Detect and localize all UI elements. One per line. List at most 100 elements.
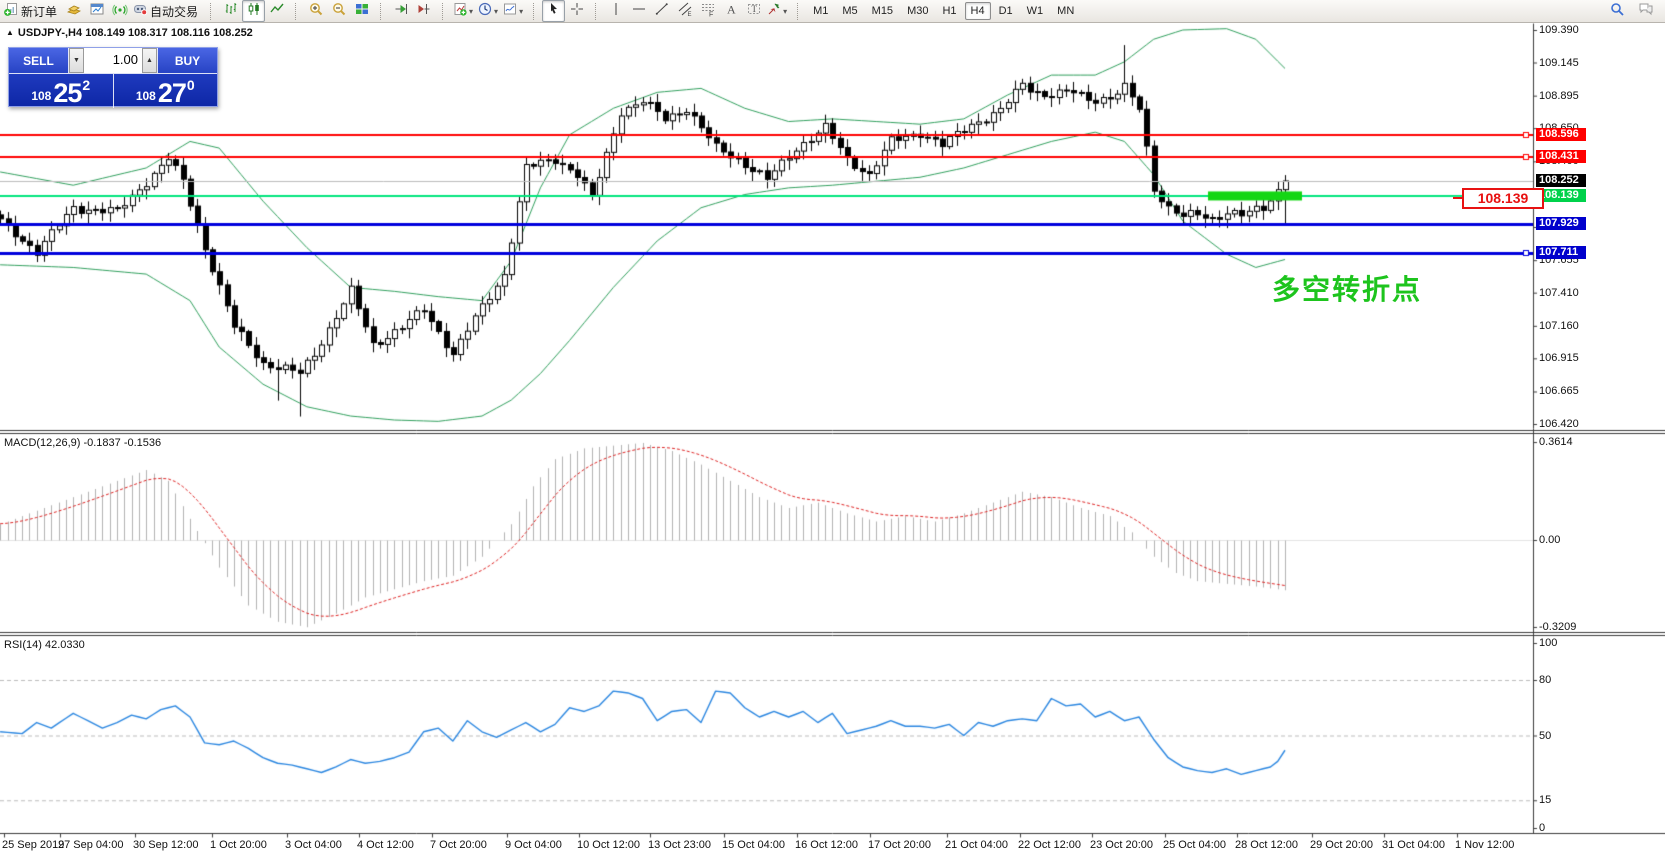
pivot-point-text-annotation[interactable]: 多空转折点 xyxy=(1272,274,1423,305)
time-axis-label: 16 Oct 12:00 xyxy=(795,839,858,851)
svg-text:E: E xyxy=(687,12,691,17)
chevron-down-icon[interactable]: ▾ xyxy=(519,6,524,16)
chevron-down-icon[interactable]: ▾ xyxy=(469,6,474,16)
zoom-in-button[interactable] xyxy=(304,0,327,22)
timeframe-m1-button[interactable]: M1 xyxy=(813,5,829,17)
one-click-trading-panel: SELL ▼ 1.00 ▲ BUY 108 25 2 108 27 0 xyxy=(8,47,218,108)
periods-button[interactable]: ▾ xyxy=(476,0,501,22)
timeframe-m30-button[interactable]: M30 xyxy=(907,5,929,17)
price-axis-tick: 109.390 xyxy=(1539,24,1579,36)
time-axis-label: 28 Oct 12:00 xyxy=(1235,839,1298,851)
line-chart-button[interactable] xyxy=(265,0,288,22)
chevron-down-icon[interactable]: ▾ xyxy=(494,6,499,16)
buy-button[interactable]: BUY xyxy=(157,48,217,73)
price-level-annotation[interactable]: 108.139 xyxy=(1453,188,1544,209)
time-axis-label: 1 Nov 12:00 xyxy=(1455,839,1515,851)
equidistant-channel-icon: E xyxy=(677,1,693,22)
price-axis-tick: 106.665 xyxy=(1539,385,1579,398)
time-axis-label: 7 Oct 20:00 xyxy=(430,839,487,851)
crosshair-button[interactable] xyxy=(565,0,588,22)
zoom-out-button[interactable] xyxy=(327,0,350,22)
price-level-tag: 108.431 xyxy=(1536,150,1586,164)
zoom-in-icon xyxy=(308,1,324,22)
timeframe-h4-button[interactable]: H4 xyxy=(964,2,991,20)
time-axis-label: 31 Oct 04:00 xyxy=(1382,839,1445,851)
search-button[interactable] xyxy=(1605,0,1628,22)
time-axis-label: 22 Oct 12:00 xyxy=(1018,839,1081,851)
chat-button[interactable] xyxy=(1634,0,1657,22)
toolbar-separator xyxy=(595,2,599,20)
candlestick-chart-icon xyxy=(246,1,262,22)
rsi-axis-tick: 100 xyxy=(1539,637,1558,649)
new-order-button[interactable]: 新订单 xyxy=(2,0,62,22)
time-axis-label: 23 Oct 20:00 xyxy=(1090,839,1153,851)
rsi-axis-tick: 80 xyxy=(1539,674,1552,686)
price-level-tag: 108.596 xyxy=(1536,128,1586,142)
auto-scroll-icon xyxy=(393,1,409,22)
fibonacci-button[interactable]: F xyxy=(696,0,719,22)
candlestick-chart-button[interactable] xyxy=(242,0,266,22)
autotrading-icon xyxy=(132,1,148,22)
timeframe-h1-button[interactable]: H1 xyxy=(942,5,957,17)
buy-price[interactable]: 108 27 0 xyxy=(135,77,195,108)
chevron-down-icon[interactable]: ▾ xyxy=(783,6,788,16)
timeframe-d1-button[interactable]: D1 xyxy=(998,5,1013,17)
data-window-button[interactable] xyxy=(85,0,108,22)
collapse-chart-icon[interactable]: ▲ xyxy=(6,28,14,37)
text-icon: A xyxy=(723,1,739,22)
vertical-line-icon xyxy=(608,1,624,22)
horizontal-line-button[interactable] xyxy=(627,0,650,22)
sell-price[interactable]: 108 25 2 xyxy=(31,77,91,108)
volume-increase-button[interactable]: ▲ xyxy=(142,48,157,73)
time-axis-label: 21 Oct 04:00 xyxy=(945,839,1008,851)
templates-button[interactable]: ▾ xyxy=(501,0,526,22)
search-icon xyxy=(1609,1,1625,22)
tile-windows-button[interactable] xyxy=(350,0,373,22)
time-axis-label: 1 Oct 20:00 xyxy=(210,839,267,851)
timeframe-m15-button[interactable]: M15 xyxy=(871,5,894,17)
trade-panel-divider xyxy=(112,74,114,108)
chart-shift-button[interactable] xyxy=(412,0,435,22)
equidistant-channel-button[interactable]: E xyxy=(673,0,696,22)
sell-button[interactable]: SELL xyxy=(9,48,69,73)
trendline-button[interactable] xyxy=(650,0,673,22)
chart-shift-icon xyxy=(416,1,432,22)
text-button[interactable]: A xyxy=(719,0,742,22)
vertical-line-button[interactable] xyxy=(604,0,627,22)
toolbar-separator xyxy=(295,2,299,20)
history-center-button[interactable] xyxy=(62,0,85,22)
signals-icon xyxy=(111,1,128,22)
price-axis-tick: 107.410 xyxy=(1539,286,1579,299)
price-axis-tick: 106.420 xyxy=(1539,418,1579,430)
time-axis-label: 13 Oct 23:00 xyxy=(648,839,711,851)
price-level-tag: 107.711 xyxy=(1536,245,1586,259)
time-axis-label: 30 Sep 12:00 xyxy=(133,839,199,851)
auto-scroll-button[interactable] xyxy=(389,0,412,22)
bar-chart-button[interactable] xyxy=(219,0,242,22)
timeframe-w1-button[interactable]: W1 xyxy=(1026,5,1044,17)
macd-axis-tick: 0.00 xyxy=(1539,534,1561,546)
autotrading-button-label: 自动交易 xyxy=(150,4,199,19)
arrows-button[interactable]: ▾ xyxy=(765,0,790,22)
toolbar: 新订单 自动交易 ▾ ▾ ▾ E F A T ▾ M1 M5 M15 M30 H1 H4 D1 W1 MN xyxy=(0,0,1665,23)
time-axis-label: 25 Sep 2019 xyxy=(2,839,65,851)
timeframe-mn-button[interactable]: MN xyxy=(1057,5,1075,17)
svg-text:F: F xyxy=(709,11,713,17)
volume-decrease-button[interactable]: ▼ xyxy=(69,48,84,73)
timeframe-m5-button[interactable]: M5 xyxy=(842,5,858,17)
price-axis-tick: 106.915 xyxy=(1539,352,1579,365)
annotation-connector xyxy=(1453,197,1462,199)
signals-button[interactable] xyxy=(108,0,131,22)
text-label-button[interactable]: T xyxy=(742,0,765,22)
indicators-button[interactable]: ▾ xyxy=(451,0,476,22)
price-axis-tick: 109.145 xyxy=(1539,56,1579,69)
indicators-icon xyxy=(452,1,468,22)
rsi-axis-tick: 15 xyxy=(1539,794,1552,807)
chart-symbol-header: ▲ USDJPY-,H4 108.149 108.317 108.116 108.… xyxy=(6,27,253,39)
price-axis-tick: 108.895 xyxy=(1539,89,1579,102)
toolbar-separator xyxy=(380,2,384,20)
cursor-button[interactable] xyxy=(542,0,566,22)
autotrading-button[interactable]: 自动交易 xyxy=(131,0,203,22)
volume-input[interactable]: 1.00 xyxy=(84,48,142,73)
